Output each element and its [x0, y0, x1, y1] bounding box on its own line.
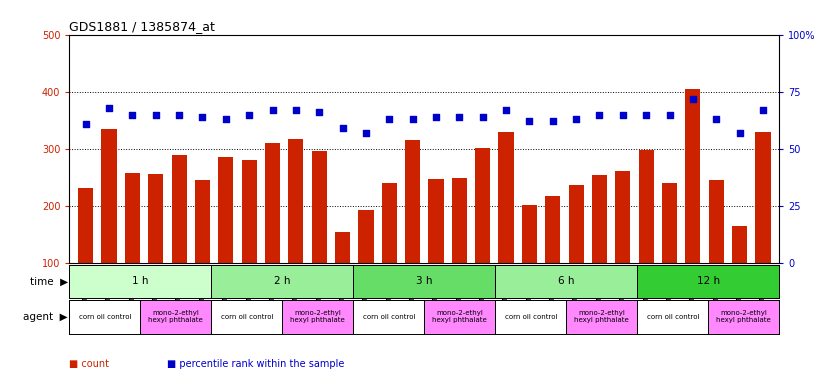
Point: [149, 111, 162, 118]
Text: 6 h: 6 h: [558, 276, 574, 286]
Text: GDS1881 / 1385874_at: GDS1881 / 1385874_at: [69, 20, 215, 33]
Bar: [353, 300, 424, 334]
Text: ■ count: ■ count: [69, 359, 109, 369]
Text: mono-2-ethyl
hexyl phthalate: mono-2-ethyl hexyl phthalate: [432, 310, 487, 323]
Text: corn oil control: corn oil control: [504, 314, 557, 320]
Bar: [708, 300, 779, 334]
Bar: [171, 154, 187, 263]
Point: [499, 107, 512, 113]
Point: [266, 107, 279, 113]
Bar: [566, 300, 637, 334]
Bar: [405, 140, 420, 263]
Bar: [140, 300, 211, 334]
Point: [710, 116, 723, 122]
Text: mono-2-ethyl
hexyl phthalate: mono-2-ethyl hexyl phthalate: [716, 310, 771, 323]
Point: [336, 125, 349, 131]
Point: [220, 116, 233, 122]
Point: [686, 96, 699, 102]
Bar: [69, 300, 140, 334]
Point: [103, 104, 116, 111]
Bar: [353, 265, 495, 298]
Bar: [756, 132, 770, 263]
Bar: [521, 205, 537, 263]
Bar: [335, 232, 350, 263]
Text: corn oil control: corn oil control: [646, 314, 699, 320]
Point: [477, 114, 490, 120]
Bar: [78, 188, 93, 263]
Bar: [639, 150, 654, 263]
Bar: [382, 182, 397, 263]
Text: ■ percentile rank within the sample: ■ percentile rank within the sample: [167, 359, 344, 369]
Bar: [195, 180, 210, 263]
Bar: [265, 143, 280, 263]
Bar: [495, 265, 637, 298]
Text: time  ▶: time ▶: [29, 276, 68, 286]
Point: [453, 114, 466, 120]
Text: corn oil control: corn oil control: [362, 314, 415, 320]
Text: mono-2-ethyl
hexyl phthalate: mono-2-ethyl hexyl phthalate: [149, 310, 203, 323]
Point: [523, 118, 536, 124]
Point: [663, 111, 676, 118]
Bar: [428, 179, 444, 263]
Bar: [424, 300, 495, 334]
Point: [359, 130, 372, 136]
Bar: [69, 265, 211, 298]
Point: [196, 114, 209, 120]
Bar: [211, 300, 282, 334]
Bar: [452, 178, 467, 263]
Bar: [242, 160, 257, 263]
Bar: [685, 89, 700, 263]
Point: [290, 107, 303, 113]
Point: [383, 116, 396, 122]
Bar: [499, 132, 513, 263]
Bar: [637, 265, 779, 298]
Point: [640, 111, 653, 118]
Bar: [615, 170, 631, 263]
Text: corn oil control: corn oil control: [220, 314, 273, 320]
Bar: [662, 183, 677, 263]
Bar: [211, 265, 353, 298]
Bar: [101, 129, 117, 263]
Text: agent  ▶: agent ▶: [23, 312, 68, 322]
Point: [546, 118, 559, 124]
Text: 12 h: 12 h: [697, 276, 720, 286]
Bar: [218, 157, 233, 263]
Bar: [637, 300, 708, 334]
Point: [79, 121, 92, 127]
Point: [126, 111, 139, 118]
Bar: [569, 185, 583, 263]
Bar: [545, 195, 561, 263]
Text: mono-2-ethyl
hexyl phthalate: mono-2-ethyl hexyl phthalate: [574, 310, 629, 323]
Text: 3 h: 3 h: [416, 276, 432, 286]
Bar: [288, 139, 304, 263]
Point: [313, 109, 326, 115]
Point: [733, 130, 746, 136]
Bar: [282, 300, 353, 334]
Point: [429, 114, 442, 120]
Point: [756, 107, 769, 113]
Bar: [732, 226, 747, 263]
Point: [616, 111, 629, 118]
Bar: [495, 300, 566, 334]
Bar: [475, 148, 490, 263]
Bar: [125, 173, 140, 263]
Point: [173, 111, 186, 118]
Bar: [358, 210, 374, 263]
Text: 1 h: 1 h: [132, 276, 149, 286]
Bar: [708, 180, 724, 263]
Bar: [312, 151, 327, 263]
Bar: [149, 174, 163, 263]
Text: corn oil control: corn oil control: [78, 314, 131, 320]
Point: [593, 111, 606, 118]
Point: [406, 116, 419, 122]
Point: [242, 111, 255, 118]
Point: [570, 116, 583, 122]
Bar: [592, 174, 607, 263]
Text: 2 h: 2 h: [274, 276, 290, 286]
Text: mono-2-ethyl
hexyl phthalate: mono-2-ethyl hexyl phthalate: [290, 310, 345, 323]
